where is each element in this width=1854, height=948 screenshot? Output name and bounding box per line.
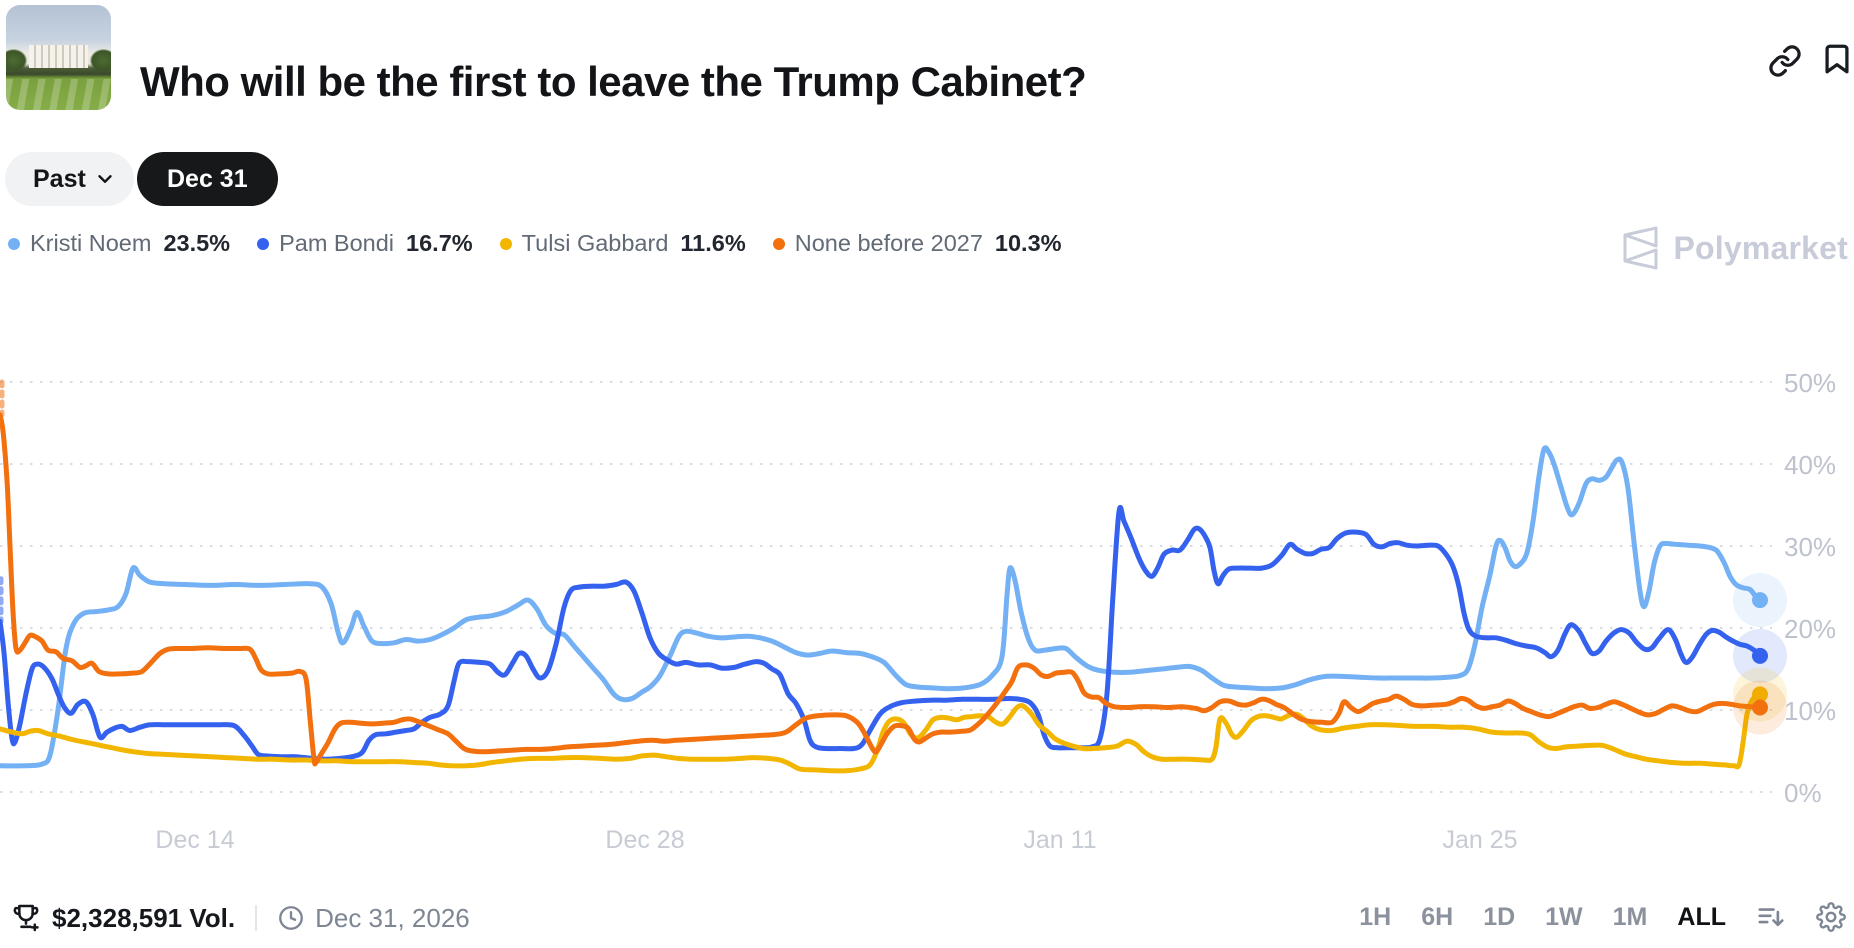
range-button-1d[interactable]: 1D xyxy=(1483,902,1516,931)
market-stats: $2,328,591 Vol. Dec 31, 2026 xyxy=(10,902,470,934)
polymarket-logo-icon xyxy=(1623,226,1658,270)
legend-name: Kristi Noem xyxy=(30,230,152,256)
endpoint-dot xyxy=(1752,686,1768,703)
legend-value: 11.6% xyxy=(680,230,746,256)
x-tick-label: Jan 25 xyxy=(1442,826,1518,854)
price-chart[interactable] xyxy=(0,360,1790,806)
endpoint-dot xyxy=(1752,699,1768,716)
legend-dot-icon xyxy=(499,237,512,250)
legend-name: Pam Bondi xyxy=(279,230,395,256)
y-tick-label: 30% xyxy=(1784,532,1837,562)
polymarket-watermark: Polymarket xyxy=(1617,224,1848,272)
legend-value: 10.3% xyxy=(994,230,1062,256)
trophy-icon xyxy=(10,902,42,934)
endpoint-dot xyxy=(1752,592,1768,609)
endpoint-dot xyxy=(1752,647,1768,664)
series-line-kristi-noem xyxy=(0,445,1763,769)
volume-value: $2,328,591 Vol. xyxy=(52,902,236,933)
market-end-date: Dec 31, 2026 xyxy=(315,902,470,933)
chevron-down-icon xyxy=(98,175,112,183)
tree-decoration xyxy=(6,49,27,73)
y-tick-label: 40% xyxy=(1784,450,1837,480)
y-tick-label: 50% xyxy=(1784,368,1837,398)
tree-decoration xyxy=(90,49,111,73)
series-line-pam-bondi xyxy=(0,504,1763,762)
legend-dot-icon xyxy=(772,237,785,250)
y-tick-label: 0% xyxy=(1784,778,1822,808)
date-filter-dec-31[interactable]: Dec 31 xyxy=(137,152,278,206)
range-button-all[interactable]: ALL xyxy=(1677,902,1726,931)
y-tick-label: 20% xyxy=(1784,614,1837,644)
y-axis-labels: 50% 40% 30% 20% 10% 0% xyxy=(1784,360,1854,808)
y-tick-label: 10% xyxy=(1784,696,1837,726)
legend-dot-icon xyxy=(257,237,270,250)
range-button-1m[interactable]: 1M xyxy=(1612,902,1648,931)
legend-value: 23.5% xyxy=(163,230,231,256)
range-button-1w[interactable]: 1W xyxy=(1545,902,1583,931)
legend-value: 16.7% xyxy=(406,230,473,256)
polymarket-wordmark: Polymarket xyxy=(1673,229,1848,266)
legend-dot-icon xyxy=(8,237,20,250)
page-title: Who will be the first to leave the Trump… xyxy=(140,58,1087,106)
series-line-none-before-2027 xyxy=(0,412,1763,767)
settings-gear-icon[interactable] xyxy=(1816,902,1846,932)
x-axis-labels: Dec 14 Dec 28 Jan 11 Jan 25 xyxy=(0,826,1790,860)
x-tick-label: Dec 14 xyxy=(155,826,235,854)
copy-link-icon[interactable] xyxy=(1768,44,1802,78)
legend-item[interactable]: None before 2027 10.3% xyxy=(772,230,1062,257)
footer-divider xyxy=(255,905,258,931)
clock-icon xyxy=(277,904,305,932)
legend-name: Tulsi Gabbard xyxy=(521,230,669,256)
x-tick-label: Jan 11 xyxy=(1023,826,1097,854)
legend-name: None before 2027 xyxy=(794,230,983,256)
chart-toolbar: 1H 6H 1D 1W 1M ALL xyxy=(1359,902,1846,932)
legend-item[interactable]: Tulsi Gabbard 11.6% xyxy=(499,230,746,257)
legend-item[interactable]: Kristi Noem 23.5% xyxy=(8,230,230,257)
range-button-1h[interactable]: 1H xyxy=(1359,902,1392,931)
range-button-6h[interactable]: 6H xyxy=(1421,902,1454,931)
series-line-tulsi-gabbard xyxy=(0,691,1763,774)
past-dropdown-label: Past xyxy=(33,164,86,193)
chart-canvas[interactable] xyxy=(0,360,1790,806)
chart-legend: Kristi Noem 23.5% Pam Bondi 16.7% Tulsi Gabb… xyxy=(8,230,1062,257)
date-filter-label: Dec 31 xyxy=(167,164,248,193)
x-tick-label: Dec 28 xyxy=(605,826,685,854)
sort-descending-icon[interactable] xyxy=(1756,902,1786,932)
bookmark-icon[interactable] xyxy=(1820,42,1854,76)
legend-item[interactable]: Pam Bondi 16.7% xyxy=(257,230,473,257)
market-thumbnail xyxy=(6,5,111,110)
past-dropdown[interactable]: Past xyxy=(5,152,134,206)
